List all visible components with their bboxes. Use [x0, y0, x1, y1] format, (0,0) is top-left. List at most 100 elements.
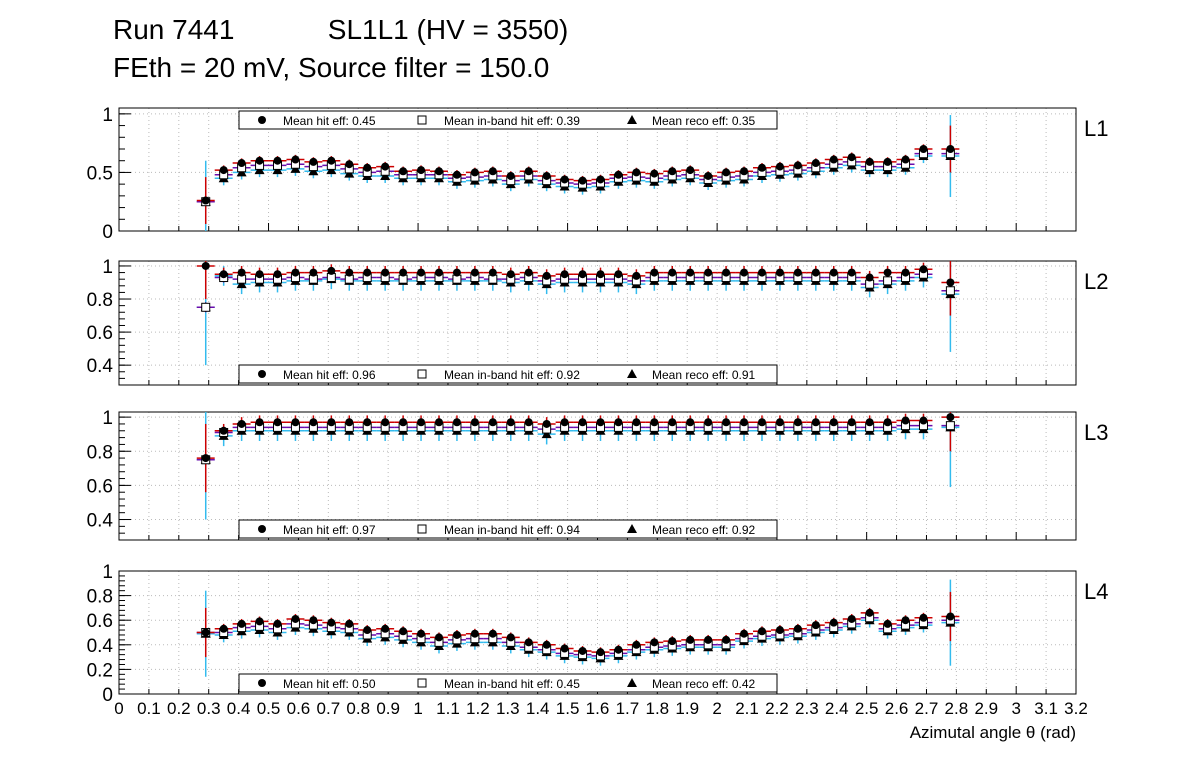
marker-hit [614, 270, 623, 279]
marker-hit [919, 145, 928, 153]
marker-hit [632, 168, 641, 177]
marker-hit [542, 419, 551, 428]
marker-hit [524, 167, 533, 176]
legend-box [238, 364, 778, 384]
marker-hit [793, 418, 802, 427]
y-tick-label: 0.4 [87, 356, 114, 377]
marker-hit [757, 268, 766, 277]
marker-hit [201, 628, 210, 637]
marker-hit [255, 418, 264, 427]
marker-hit [273, 619, 282, 628]
marker-hit [946, 413, 955, 422]
marker-hit [901, 616, 910, 625]
marker-hit [542, 271, 551, 280]
marker-hit [578, 270, 587, 279]
x-tick-label: 0.8 [346, 699, 370, 718]
legend-reco: Mean reco eff: 0.91 [652, 368, 756, 382]
marker-hit [847, 614, 856, 623]
marker-hit [722, 268, 731, 277]
marker-hit [596, 270, 605, 279]
legend: Mean hit eff: 0.97 Mean in-band hit eff: … [238, 519, 778, 539]
marker-hit [542, 640, 551, 649]
x-tick-label: 2.8 [945, 699, 969, 718]
marker-hit [632, 640, 641, 649]
legend-box [238, 110, 778, 130]
marker-hit [417, 268, 426, 277]
legend-inband: Mean in-band hit eff: 0.92 [444, 368, 580, 382]
marker-hit [793, 624, 802, 633]
marker-hit [686, 635, 695, 644]
marker-hit [757, 163, 766, 172]
panel-label: L1 [1084, 116, 1108, 141]
marker-hit [327, 266, 336, 275]
marker-hit [740, 167, 749, 176]
legend-hit: Mean hit eff: 0.50 [283, 677, 376, 691]
marker-hit [704, 418, 713, 427]
legend: Mean hit eff: 0.50 Mean in-band hit eff: … [238, 673, 778, 693]
marker-hit [901, 268, 910, 277]
marker-hit [740, 268, 749, 277]
y-tick-label: 1 [102, 257, 113, 278]
marker-hit [560, 644, 569, 653]
marker-hit [596, 648, 605, 657]
marker-hit [434, 268, 443, 277]
marker-hit [775, 626, 784, 635]
marker-hit [452, 268, 461, 277]
marker-hit [722, 168, 731, 177]
marker-hit [381, 624, 390, 633]
x-tick-label: 1.1 [436, 699, 460, 718]
marker-hit [596, 418, 605, 427]
x-tick-label: 3.1 [1034, 699, 1058, 718]
marker-hit [865, 418, 874, 427]
y-tick-label: 0.8 [87, 442, 113, 463]
y-tick-label: 0.6 [87, 476, 113, 497]
marker-hit [452, 418, 461, 427]
legend-marker-inband [417, 115, 427, 125]
marker-hit [865, 273, 874, 282]
marker-hit [650, 418, 659, 427]
marker-hit [273, 418, 282, 427]
settings-title: FEth = 20 mV, Source filter = 150.0 [113, 52, 550, 83]
marker-hit [434, 167, 443, 176]
marker-hit [919, 265, 928, 274]
marker-hit [722, 418, 731, 427]
marker-hit [847, 418, 856, 427]
marker-hit [650, 638, 659, 647]
marker-hit [273, 270, 282, 279]
marker-hit [470, 418, 479, 427]
marker-hit [452, 630, 461, 639]
marker-hit [524, 638, 533, 647]
legend-inband: Mean in-band hit eff: 0.45 [444, 677, 580, 691]
marker-hit [345, 160, 354, 169]
x-tick-label: 3 [1011, 699, 1020, 718]
marker-hit [614, 170, 623, 179]
x-tick-label: 1.9 [675, 699, 699, 718]
marker-hit [488, 629, 497, 638]
marker-hit [237, 159, 246, 168]
x-tick-label: 2.7 [915, 699, 939, 718]
marker-hit [434, 633, 443, 642]
marker-hit [578, 646, 587, 655]
x-tick-label: 2.9 [974, 699, 998, 718]
marker-hit [291, 614, 300, 623]
legend-box [238, 519, 778, 539]
marker-hit [883, 619, 892, 628]
marker-hit [470, 268, 479, 277]
marker-hit [327, 618, 336, 627]
legend-hit: Mean hit eff: 0.96 [283, 368, 376, 382]
legend-inband: Mean in-band hit eff: 0.94 [444, 523, 580, 537]
marker-hit [273, 156, 282, 165]
marker-hit [650, 268, 659, 277]
marker-hit [488, 167, 497, 176]
y-tick-label: 0.2 [87, 660, 113, 681]
marker-hit [381, 418, 390, 427]
x-tick-label: 0.2 [167, 699, 191, 718]
marker-hit [686, 418, 695, 427]
marker-hit [237, 419, 246, 428]
x-tick-label: 2.1 [735, 699, 759, 718]
panel-L2: 0.4 0.6 0.8 1 Mean hit eff: 0.96 Mean in-band… [87, 257, 1108, 386]
marker-hit [524, 418, 533, 427]
marker-hit [578, 418, 587, 427]
marker-hit [363, 626, 372, 635]
panel-label: L3 [1084, 420, 1108, 445]
